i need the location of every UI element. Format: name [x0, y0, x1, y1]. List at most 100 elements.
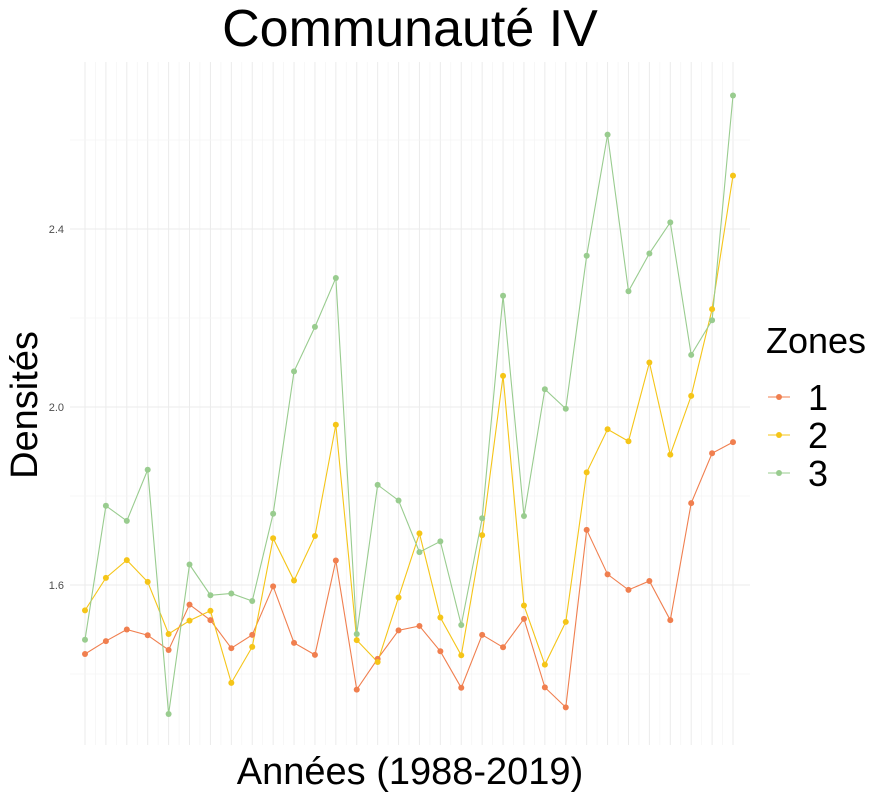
series-points: [82, 92, 736, 718]
series-line-3: [84, 95, 734, 715]
legend-label: 2: [808, 415, 828, 456]
data-point-3: [437, 538, 444, 545]
data-point-1: [583, 526, 590, 533]
data-point-1: [144, 632, 151, 639]
data-point-3: [688, 351, 695, 358]
data-point-2: [458, 652, 465, 659]
data-point-2: [730, 172, 736, 179]
data-point-3: [353, 630, 360, 637]
data-point-2: [437, 614, 444, 621]
data-point-3: [416, 549, 423, 556]
data-point-3: [270, 510, 277, 517]
data-point-1: [730, 439, 736, 446]
data-point-3: [395, 497, 402, 504]
legend-key-point: [776, 470, 782, 476]
series-line-2: [84, 175, 734, 685]
data-point-3: [520, 513, 527, 520]
data-point-1: [458, 684, 465, 691]
data-point-1: [646, 577, 653, 584]
data-point-1: [395, 627, 402, 634]
data-point-3: [646, 250, 653, 257]
data-point-2: [102, 574, 109, 581]
legend-title: Zones: [766, 320, 866, 361]
data-point-2: [416, 530, 423, 537]
data-point-2: [186, 617, 193, 624]
data-point-1: [667, 617, 674, 624]
legend-label: 3: [808, 453, 828, 494]
data-point-3: [458, 622, 465, 629]
data-point-2: [479, 532, 486, 539]
data-point-2: [688, 392, 695, 399]
data-point-3: [291, 368, 298, 375]
data-point-1: [228, 645, 235, 652]
data-point-1: [479, 631, 486, 638]
y-tick-label: 1.6: [49, 580, 64, 592]
data-point-2: [123, 557, 130, 564]
data-point-1: [416, 622, 423, 629]
data-point-3: [374, 481, 381, 488]
data-point-1: [291, 639, 298, 646]
data-point-3: [228, 590, 235, 597]
data-point-3: [709, 317, 716, 324]
data-point-3: [102, 502, 109, 509]
data-point-1: [709, 450, 716, 457]
legend-key-point: [776, 394, 782, 400]
data-point-3: [730, 92, 736, 99]
series-line-1: [84, 441, 734, 709]
data-point-1: [186, 601, 193, 608]
data-point-3: [332, 274, 339, 281]
data-point-3: [604, 131, 611, 138]
data-point-3: [479, 515, 486, 522]
data-point-2: [583, 469, 590, 476]
data-point-3: [144, 466, 151, 473]
legend-label: 1: [808, 377, 828, 418]
data-point-2: [311, 533, 318, 540]
data-point-2: [562, 618, 569, 625]
data-point-3: [207, 592, 214, 599]
data-point-3: [625, 288, 632, 295]
data-point-3: [186, 561, 193, 568]
data-point-3: [562, 405, 569, 412]
data-point-3: [667, 219, 674, 226]
data-point-2: [165, 630, 172, 637]
legend: Zones 123: [766, 320, 866, 494]
data-point-1: [500, 644, 507, 651]
data-point-1: [207, 617, 214, 624]
data-point-2: [625, 438, 632, 445]
data-point-2: [500, 372, 507, 379]
data-point-1: [165, 646, 172, 653]
data-point-3: [311, 323, 318, 330]
y-tick-label: 2.0: [49, 402, 64, 414]
y-axis-title: Densités: [4, 331, 46, 479]
data-point-1: [311, 651, 318, 658]
data-point-1: [520, 615, 527, 622]
data-point-2: [395, 594, 402, 601]
data-point-1: [625, 586, 632, 593]
data-point-1: [437, 648, 444, 655]
data-point-3: [541, 386, 548, 393]
data-point-2: [353, 637, 360, 644]
data-point-2: [249, 643, 256, 650]
data-point-1: [353, 686, 360, 693]
data-point-3: [82, 636, 88, 643]
y-axis-ticks: 1.6 2.0 2.4: [49, 224, 64, 592]
data-point-3: [583, 252, 590, 259]
data-point-3: [249, 598, 256, 605]
data-point-2: [82, 607, 88, 614]
y-tick-label: 2.4: [49, 224, 64, 236]
data-point-2: [604, 426, 611, 433]
data-point-2: [646, 359, 653, 366]
data-point-1: [249, 631, 256, 638]
data-point-3: [123, 517, 130, 524]
data-point-1: [270, 583, 277, 590]
series-lines: [84, 95, 734, 715]
data-point-1: [562, 704, 569, 711]
x-axis-title: Années (1988-2019): [237, 751, 583, 793]
chart-title: Communauté IV: [222, 0, 598, 58]
data-point-1: [123, 626, 130, 633]
data-point-1: [688, 500, 695, 507]
data-point-1: [102, 638, 109, 645]
data-point-3: [500, 292, 507, 299]
data-point-2: [374, 658, 381, 665]
